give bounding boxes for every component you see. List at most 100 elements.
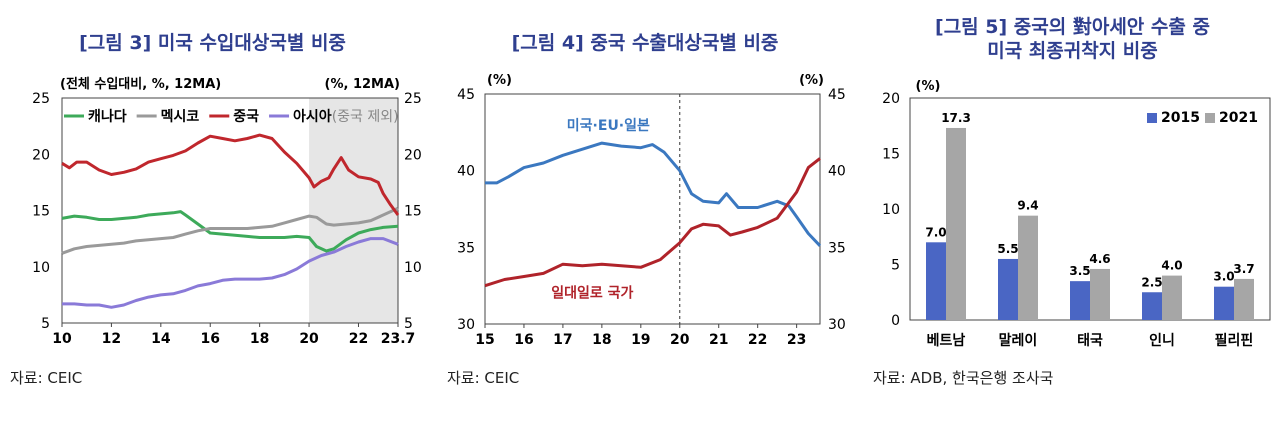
x-tick-label: 18	[250, 331, 269, 347]
y-tick-label-left: 30	[457, 317, 475, 333]
x-tick-label: 23.7	[381, 331, 416, 347]
data-label: 3.5	[1069, 264, 1090, 278]
y-tick-label-left: 35	[457, 240, 475, 256]
figure-4-title: [그림 4] 중국 수출대상국별 비중	[511, 32, 779, 54]
legend-label: 멕시코	[161, 108, 200, 125]
legend-label: 2015	[1161, 110, 1200, 126]
category-label: 필리핀	[1215, 332, 1254, 349]
legend-label: 캐나다	[88, 109, 127, 125]
legend-suffix: (중국 제외)	[332, 109, 399, 125]
data-label: 2.5	[1141, 275, 1162, 289]
bar-2021	[1090, 268, 1110, 320]
figure-5-panel: [그림 5] 중국의 對아세안 수출 중 미국 최종귀착지 비중 (%) 0 5 10…	[865, 0, 1280, 423]
figure-4-chart: (%) (%) 30 30 35 35 40 40 45 45 15 16 17 18 19 20 21 22 23…	[457, 73, 846, 348]
bar-2021	[1234, 278, 1254, 320]
data-label: 17.3	[941, 111, 971, 125]
x-tick-label: 23	[787, 332, 806, 348]
y-tick-label: 20	[882, 91, 900, 107]
left-axis-unit: (%)	[487, 73, 512, 88]
series-line-아시아	[62, 237, 399, 309]
x-tick-label: 22	[748, 332, 767, 348]
y-tick-label: 10	[882, 202, 900, 218]
legend-label: 아시아	[293, 108, 332, 125]
x-tick-label: 15	[475, 332, 494, 348]
data-label: 9.4	[1017, 199, 1038, 213]
y-tick-label-left: 25	[32, 91, 50, 107]
x-tick-label: 14	[151, 331, 171, 347]
y-tick-label-right: 30	[828, 317, 846, 333]
bar-2015	[926, 242, 946, 320]
left-axis-unit: (전체 수입대비, %, 12MA)	[60, 76, 221, 92]
legend-label: 2021	[1219, 110, 1258, 126]
series-line-멕시코	[61, 206, 399, 255]
right-axis-unit: (%, 12MA)	[325, 77, 400, 92]
y-tick-label-right: 40	[828, 164, 846, 180]
right-axis-unit: (%)	[799, 73, 824, 88]
y-tick-label-left: 5	[41, 316, 50, 332]
bar-2015	[998, 258, 1018, 320]
y-tick-label-left: 20	[32, 147, 50, 163]
data-label: 3.7	[1233, 262, 1254, 276]
y-tick-label-right: 5	[404, 316, 413, 332]
data-label: 5.5	[997, 242, 1018, 256]
y-tick-label-right: 20	[404, 147, 422, 163]
x-tick-label: 16	[514, 332, 533, 348]
y-tick-label-right: 10	[404, 260, 422, 276]
series-label-belt-road: 일대일로 국가	[551, 285, 633, 301]
legend-swatch	[1147, 113, 1157, 123]
series-line-일대일로 국가	[484, 157, 821, 288]
y-tick-label: 15	[882, 147, 900, 163]
x-tick-label: 22	[349, 331, 368, 347]
figure-3-panel: [그림 3] 미국 수입대상국별 비중 (전체 수입대비, %, 12MA) (%…	[0, 0, 425, 423]
figure-5-source: 자료: ADB, 한국은행 조사국	[873, 369, 1054, 387]
figure-5-title-line2: 미국 최종귀착지 비중	[987, 40, 1158, 62]
category-label: 태국	[1077, 333, 1103, 349]
figure-5-chart: (%) 0 5 10 15 20 베트남 7.0 17.3 말레이 5.5 9.4 태국 3.54.6 인니…	[882, 79, 1271, 349]
y-tick-label-left: 10	[32, 260, 50, 276]
series-line-미국·EU·일본	[485, 141, 822, 247]
y-tick-label-left: 15	[32, 204, 50, 220]
series-line-캐나다	[61, 210, 399, 253]
x-tick-label: 18	[592, 332, 611, 348]
figure-4-source: 자료: CEIC	[447, 369, 520, 387]
y-tick-label-right: 25	[404, 91, 422, 107]
x-tick-label: 19	[631, 332, 650, 348]
category-label: 베트남	[927, 332, 966, 349]
bar-2015	[1214, 286, 1234, 320]
category-label: 말레이	[999, 332, 1038, 349]
y-tick-label-right: 15	[404, 204, 422, 220]
legend-label: 중국	[233, 109, 259, 125]
figure-3-source: 자료: CEIC	[10, 369, 83, 387]
y-tick-label: 0	[891, 313, 900, 329]
y-tick-label-left: 45	[457, 87, 475, 103]
data-label: 7.0	[925, 225, 946, 239]
bar-2015	[1142, 292, 1162, 320]
x-tick-label: 10	[52, 331, 72, 347]
bar-2021	[1162, 275, 1182, 320]
series-label-us-eu-japan: 미국·EU·일본	[567, 118, 650, 134]
bar-2015	[1070, 281, 1090, 320]
x-tick-label: 17	[553, 332, 572, 348]
category-label: 인니	[1149, 332, 1175, 349]
x-tick-label: 20	[299, 331, 319, 347]
x-tick-label: 20	[670, 332, 690, 348]
shaded-region	[309, 98, 398, 323]
x-tick-label: 12	[102, 331, 121, 347]
data-label: 3.0	[1213, 270, 1234, 284]
bar-2021	[946, 127, 966, 320]
x-tick-label: 16	[200, 331, 219, 347]
y-tick-label-right: 45	[828, 87, 846, 103]
plot-frame	[484, 93, 821, 325]
plot-frame	[61, 97, 399, 324]
figure-3-title: [그림 3] 미국 수입대상국별 비중	[79, 32, 346, 54]
bar-2021	[1018, 215, 1038, 320]
series-line-중국	[61, 133, 400, 216]
legend-swatch	[1205, 113, 1215, 123]
y-tick-label-right: 35	[828, 240, 846, 256]
x-tick-label: 21	[709, 332, 728, 348]
data-label: 4.6	[1089, 252, 1110, 266]
figure-4-panel: [그림 4] 중국 수출대상국별 비중 (%) (%) 30 30 35 35 40 40 45…	[435, 0, 855, 423]
data-label: 4.0	[1161, 259, 1182, 273]
y-tick-label-left: 40	[457, 164, 475, 180]
